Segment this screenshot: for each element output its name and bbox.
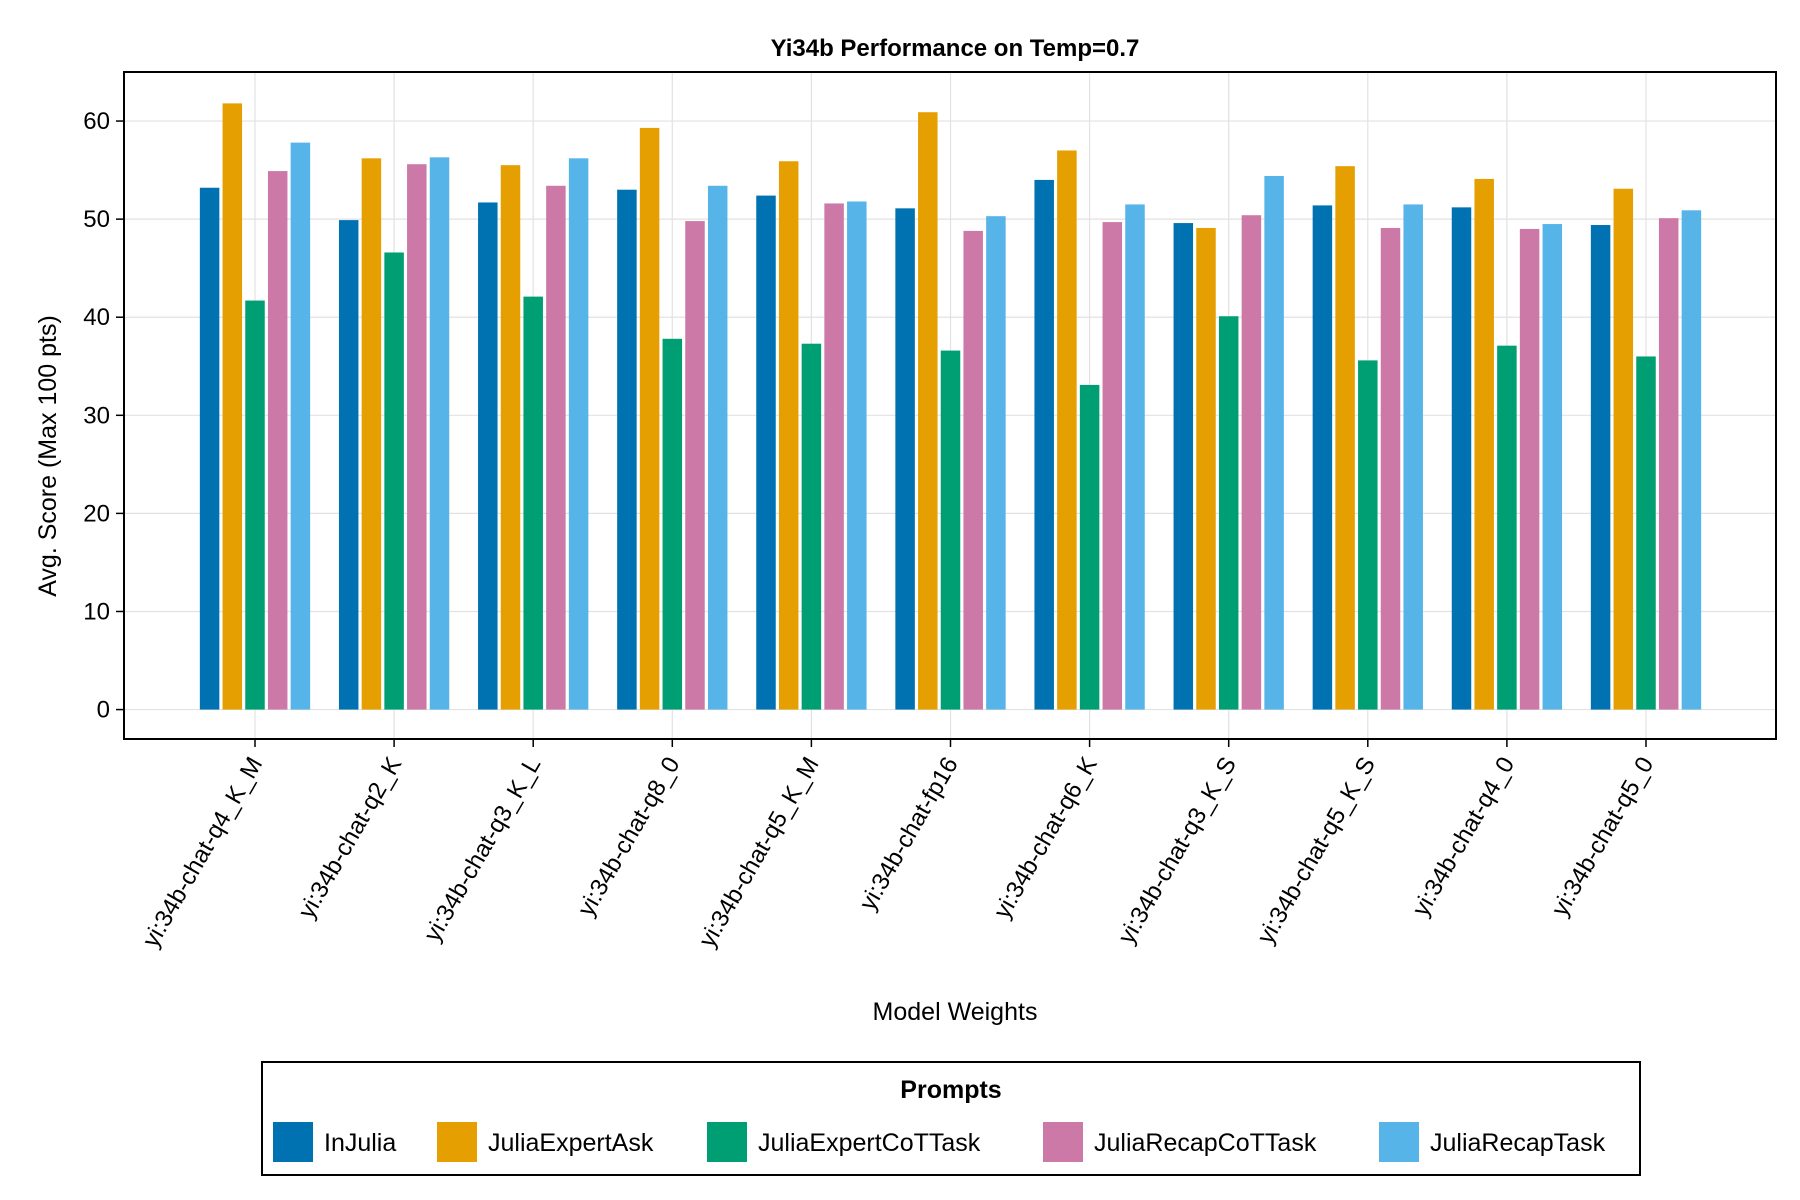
legend-entry-label: JuliaExpertAsk [488,1129,654,1157]
bar [568,158,589,710]
bar [1057,150,1077,710]
bar [245,300,265,710]
bar [1658,218,1679,710]
bar [707,185,728,710]
bar [617,189,637,710]
x-tick-label: yi:34b-chat-q3_K_S [1113,753,1242,949]
bar [1079,384,1100,710]
bar [478,202,498,710]
x-tick-label: yi:34b-chat-q5_K_M [694,753,825,953]
bar [756,195,776,710]
bar [986,216,1006,710]
bar [1358,360,1378,710]
x-axis-label: Model Weights [873,998,1038,1026]
bar [1264,175,1284,710]
bar [1519,228,1540,710]
bar [1451,207,1472,710]
x-tick-label: yi:34b-chat-q5_0 [1546,753,1659,921]
bar [407,164,427,710]
legend-swatch [1043,1122,1083,1162]
bar [338,220,359,710]
y-tick-label: 10 [83,598,110,625]
x-tick-label: yi:34b-chat-q6_K [989,753,1103,924]
x-tick-label: yi:34b-chat-q4_0 [1407,753,1520,921]
legend-entry-label: JuliaRecapTask [1430,1129,1606,1157]
legend-swatch [437,1122,477,1162]
bar [1218,316,1239,710]
y-axis-label: Avg. Score (Max 100 pts) [34,315,62,597]
bar [639,127,660,710]
y-axis-ticks: 0 10 20 30 40 50 60 [83,108,124,724]
bar [940,350,961,710]
bar [824,203,844,710]
bar [1590,225,1611,710]
bar [1542,224,1563,710]
y-tick-label: 0 [97,697,110,724]
chart-title: Yi34b Performance on Temp=0.7 [771,35,1140,62]
bar [1173,223,1194,710]
x-tick-label: yi:34b-chat-q5_K_S [1252,753,1381,949]
legend-entry-label: JuliaExpertCoTTask [758,1129,981,1157]
x-tick-label: yi:34b-chat-q2_K [293,753,407,924]
bar [1312,205,1333,710]
bar [1034,179,1054,710]
bar [1497,345,1517,710]
bar [778,161,799,710]
bar [1613,188,1634,710]
y-tick-label: 50 [83,206,110,233]
bar [1403,204,1423,710]
legend-entry-label: InJulia [324,1129,396,1157]
bar [1241,215,1262,710]
bar [199,187,220,710]
bar [895,208,915,710]
bar [963,230,983,710]
legend-swatch [273,1122,313,1162]
bar [546,185,566,710]
bar [1335,166,1355,710]
x-tick-label: yi:34b-chat-q3_K_L [419,753,546,947]
y-tick-label: 30 [83,402,110,429]
bar [662,338,683,710]
bar [847,201,867,710]
bar [1636,356,1656,710]
x-axis-ticks: yi:34b-chat-q4_K_M yi:34b-chat-q2_K yi:34b… [137,739,1659,952]
y-tick-label: 60 [83,108,110,135]
x-tick-label: yi:34b-chat-fp16 [854,753,963,916]
legend-swatch [707,1122,747,1162]
bar [290,142,311,710]
bar [1681,210,1702,710]
bar [267,171,288,710]
bar [685,221,705,710]
y-tick-label: 40 [83,304,110,331]
bar [384,252,404,710]
bar [1380,227,1401,710]
bar [1196,227,1216,710]
bar [361,158,382,710]
bar [801,343,822,710]
bar [222,103,243,710]
legend: Prompts InJulia JuliaExpertAsk JuliaExpert… [261,1061,1641,1176]
bars [199,103,1702,710]
bar [500,165,521,710]
bar [918,112,938,710]
bar [1474,178,1494,710]
legend-title: Prompts [900,1076,1001,1104]
bar [429,157,450,710]
legend-swatch [1379,1122,1419,1162]
y-tick-label: 20 [83,500,110,527]
bar [1125,204,1145,710]
legend-entry-label: JuliaRecapCoTTask [1094,1129,1317,1157]
bar [523,296,543,710]
x-tick-label: yi:34b-chat-q8_0 [573,753,686,921]
bar [1102,222,1123,710]
x-tick-label: yi:34b-chat-q4_K_M [137,753,268,953]
